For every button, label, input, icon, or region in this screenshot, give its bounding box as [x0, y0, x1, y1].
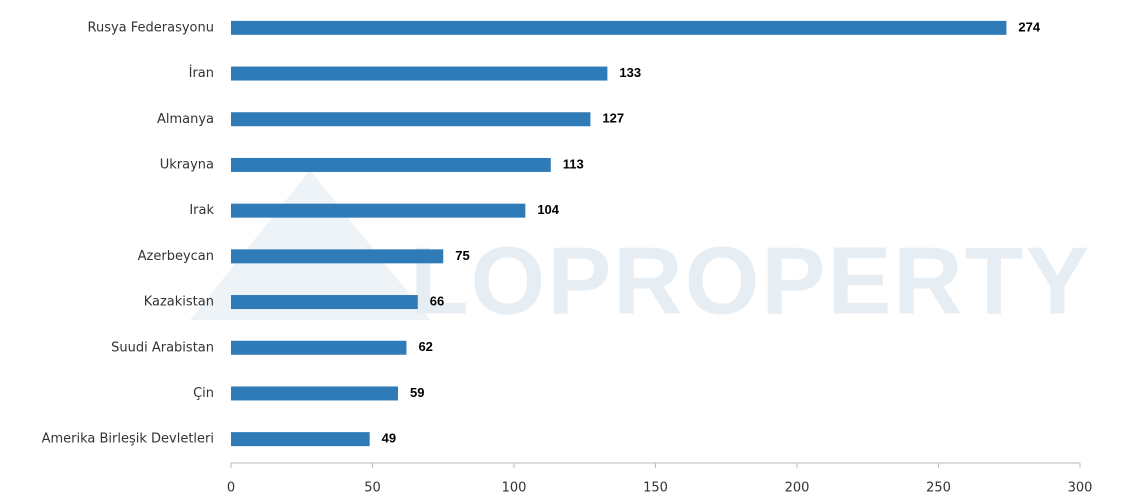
x-tick-label: 100 [502, 481, 527, 496]
value-label: 66 [430, 293, 444, 308]
value-label: 274 [1018, 19, 1040, 34]
x-tick-label: 300 [1068, 481, 1093, 496]
bar [231, 20, 1007, 35]
value-label: 113 [563, 156, 584, 171]
y-tick-label: Rusya Federasyonu [88, 20, 214, 35]
bar [231, 203, 526, 218]
value-label: 127 [602, 111, 624, 126]
bar [231, 249, 444, 264]
bar [231, 386, 398, 401]
value-label: 49 [382, 431, 396, 446]
value-label: 62 [418, 339, 432, 354]
y-tick-label: Irak [189, 203, 214, 218]
y-tick-label: Amerika Birleşik Devletleri [42, 432, 214, 447]
value-label: 75 [455, 248, 469, 263]
bar [231, 157, 551, 172]
x-tick-label: 50 [364, 481, 381, 496]
y-tick-label: Almanya [157, 112, 214, 127]
watermark: LOPROPERTY [410, 227, 1091, 334]
watermark-logo [190, 170, 430, 320]
x-tick-label: 0 [227, 481, 235, 496]
x-tick-label: 200 [785, 481, 810, 496]
value-label: 133 [619, 65, 641, 80]
x-tick-label: 150 [643, 481, 668, 496]
y-tick-label: Suudi Arabistan [111, 340, 214, 355]
bar [231, 112, 591, 127]
bar [231, 66, 608, 81]
y-tick-label: Ukrayna [160, 157, 214, 172]
value-label: 59 [410, 385, 424, 400]
x-tick-label: 250 [926, 481, 951, 496]
y-tick-label: İran [189, 65, 214, 81]
bar [231, 295, 418, 310]
y-tick-label: Azerbeycan [138, 249, 214, 264]
y-tick-label: Çin [193, 386, 214, 401]
bar [231, 340, 407, 355]
value-label: 104 [537, 202, 559, 217]
y-tick-label: Kazakistan [144, 295, 214, 310]
bar [231, 432, 370, 447]
